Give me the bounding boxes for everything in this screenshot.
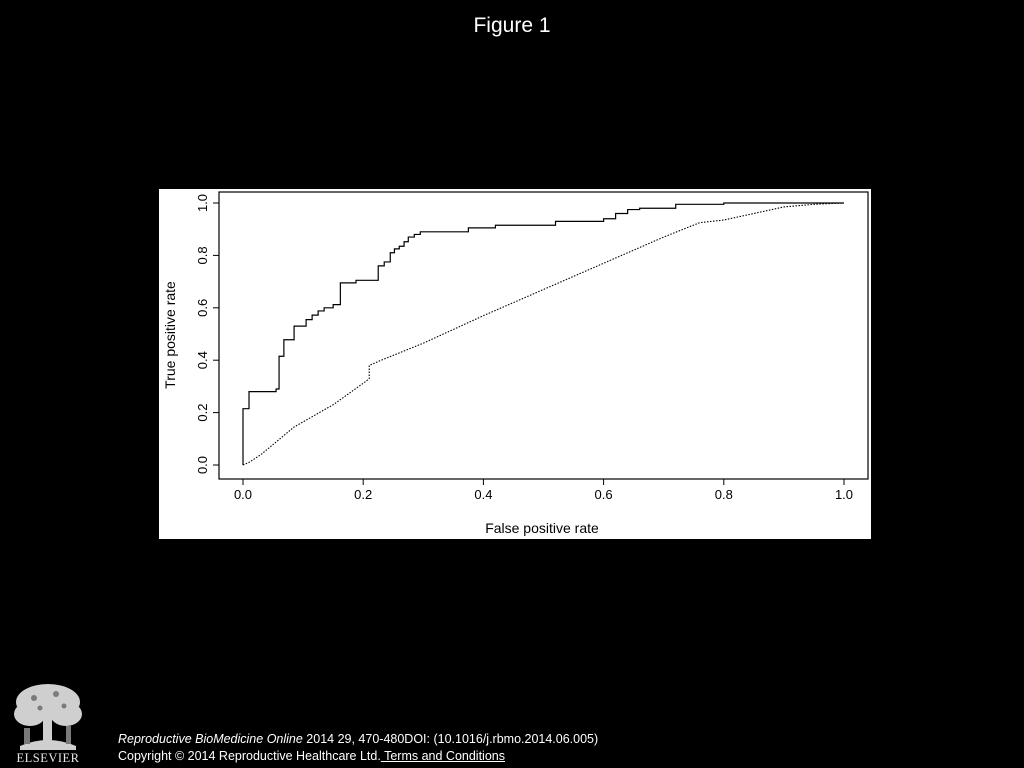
x-tick-label: 0.6 [595,487,613,502]
elsevier-tree-icon: ELSEVIER [14,684,82,765]
roc-curve-solid [242,202,844,465]
x-tick-label: 1.0 [835,487,853,502]
elsevier-logo: ELSEVIER [10,680,86,765]
x-tick-label: 0.8 [715,487,733,502]
elsevier-wordmark: ELSEVIER [16,751,79,764]
y-tick-label: 0.4 [195,351,210,369]
x-tick-label: 0.0 [234,487,252,502]
citation-line: Reproductive BioMedicine Online 2014 29,… [118,731,598,748]
copyright-text: Copyright © 2014 Reproductive Healthcare… [118,749,381,763]
series-layer [242,202,845,466]
x-axis: 0.0 0.2 0.4 0.6 0.8 1.0 [234,478,853,502]
slide-title: Figure 1 [473,14,551,37]
y-tick-label: 1.0 [195,194,210,212]
x-tick-label: 0.4 [474,487,492,502]
roc-curve-dotted [242,202,845,466]
journal-name: Reproductive BioMedicine Online [118,732,303,746]
terms-and-conditions-link[interactable]: Terms and Conditions [380,749,505,763]
copyright-line: Copyright © 2014 Reproductive Healthcare… [118,748,598,765]
x-tick-label: 0.2 [354,487,372,502]
figure-panel: 0.0 0.2 0.4 0.6 0.8 1.0 0.0 0.2 0.4 0.6 0.8 1.0 Fa… [159,189,871,539]
y-tick-label: 0.6 [195,299,210,317]
x-axis-label: False positive rate [485,520,599,536]
plot-frame [218,191,869,480]
roc-chart: 0.0 0.2 0.4 0.6 0.8 1.0 0.0 0.2 0.4 0.6 0.8 1.0 Fa… [162,191,869,536]
y-axis-label: True positive rate [162,281,178,389]
y-tick-label: 0.0 [195,456,210,474]
y-tick-label: 0.2 [195,404,210,422]
y-tick-label: 0.8 [195,246,210,264]
y-axis: 0.0 0.2 0.4 0.6 0.8 1.0 [195,194,220,474]
citation-reference: 2014 29, 470-480DOI: (10.1016/j.rbmo.201… [302,732,599,746]
citation-block: Reproductive BioMedicine Online 2014 29,… [118,731,598,765]
